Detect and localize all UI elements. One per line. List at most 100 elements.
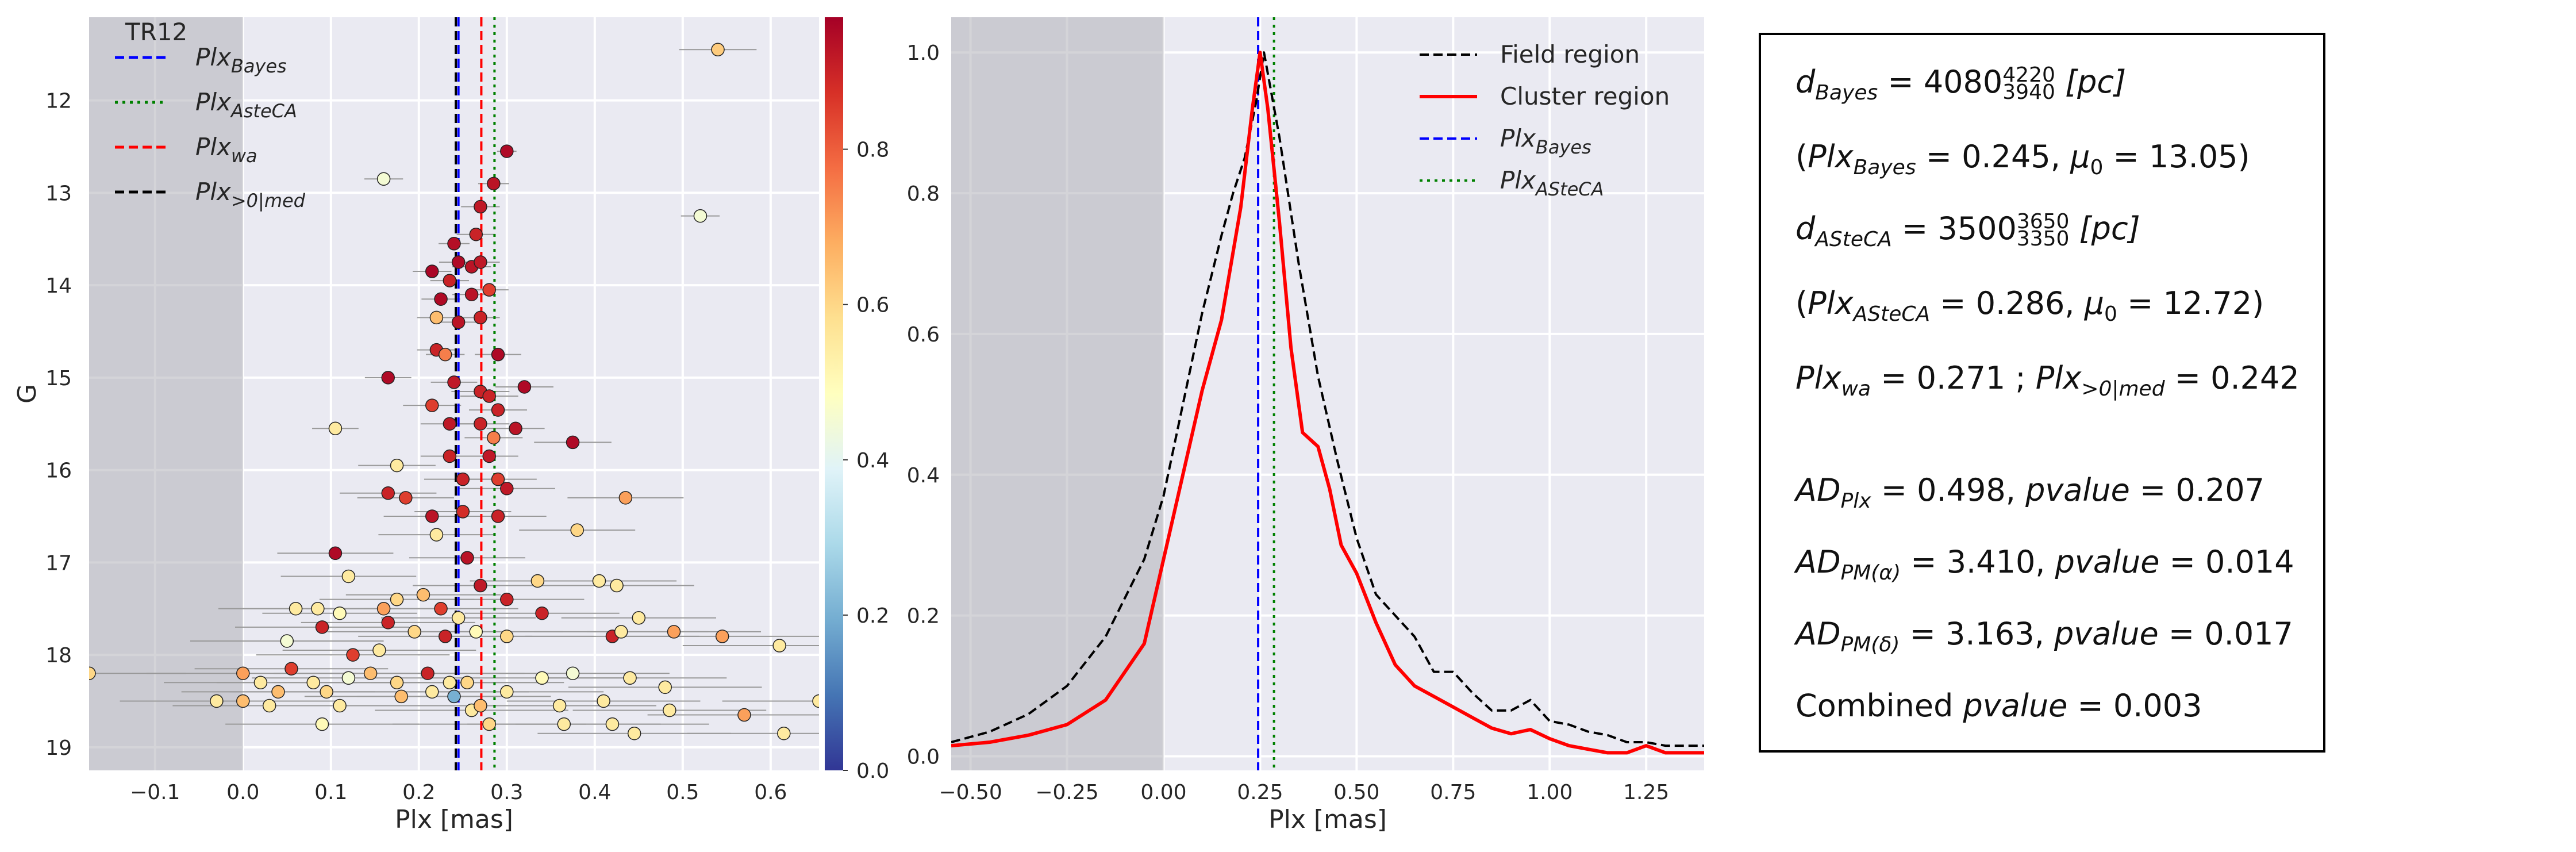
x-tick-label: −0.1 bbox=[130, 781, 180, 804]
data-point bbox=[443, 274, 457, 287]
x-tick-label: 0.6 bbox=[754, 781, 787, 804]
data-point bbox=[210, 694, 224, 708]
data-point bbox=[320, 685, 333, 699]
legend-label: Cluster region bbox=[1500, 82, 1670, 110]
data-point bbox=[474, 255, 487, 269]
legend-subscript: Bayes bbox=[1536, 136, 1591, 158]
data-point bbox=[456, 505, 470, 519]
data-point bbox=[482, 449, 496, 463]
density-xlabel: Plx [mas] bbox=[1268, 805, 1387, 834]
data-point bbox=[605, 717, 620, 731]
data-point bbox=[390, 592, 404, 607]
data-point bbox=[328, 546, 343, 561]
data-point bbox=[491, 347, 505, 362]
data-point bbox=[474, 417, 487, 431]
data-point bbox=[381, 486, 395, 500]
data-point bbox=[341, 671, 356, 685]
scatter-xlabel: Plx [mas] bbox=[395, 805, 513, 834]
data-point bbox=[715, 630, 729, 643]
data-point bbox=[346, 648, 360, 662]
legend-subscript: ASteCA bbox=[1535, 178, 1604, 200]
data-point bbox=[416, 588, 430, 602]
data-point bbox=[623, 671, 637, 685]
stat-ad-plx: ADPlx = 0.498, pvalue = 0.207 bbox=[1795, 472, 2265, 513]
data-point bbox=[667, 625, 681, 639]
y-tick-label: 0.4 bbox=[907, 464, 940, 488]
data-point bbox=[552, 699, 567, 713]
data-point bbox=[236, 694, 250, 708]
y-tick-label: 13 bbox=[45, 182, 72, 205]
data-point bbox=[632, 611, 646, 625]
data-point bbox=[566, 666, 580, 680]
x-tick-label: 0.50 bbox=[1333, 781, 1379, 804]
data-point bbox=[89, 666, 96, 680]
legend-subscript: wa bbox=[231, 145, 257, 167]
data-point bbox=[443, 449, 457, 463]
data-point bbox=[487, 176, 501, 191]
x-tick-label: 0.75 bbox=[1430, 781, 1476, 804]
data-point bbox=[566, 435, 580, 450]
data-point bbox=[421, 666, 435, 680]
scatter-ylabel: G bbox=[13, 384, 42, 404]
legend-subscript: AsteCA bbox=[230, 100, 297, 122]
data-point bbox=[812, 694, 819, 708]
data-point bbox=[482, 389, 496, 403]
data-point bbox=[535, 606, 549, 620]
data-point bbox=[447, 375, 461, 389]
data-point bbox=[315, 717, 329, 731]
y-tick-label: 14 bbox=[45, 274, 72, 298]
data-point bbox=[443, 676, 457, 690]
data-point bbox=[491, 472, 505, 486]
data-point bbox=[482, 717, 496, 731]
data-point bbox=[711, 43, 725, 57]
data-point bbox=[376, 172, 391, 186]
cluster-region-line bbox=[951, 51, 1704, 755]
x-tick-label: 0.4 bbox=[578, 781, 611, 804]
y-tick-label: 0.2 bbox=[907, 605, 940, 628]
data-point bbox=[447, 689, 461, 704]
cluster-name-label: TR12 bbox=[125, 18, 187, 46]
data-point bbox=[434, 292, 448, 306]
stat-d-bayes: dBayes = 4080 4220 3940 [pc] bbox=[1795, 63, 2127, 105]
y-tick-label: 18 bbox=[45, 644, 72, 667]
data-point bbox=[429, 310, 444, 325]
data-point bbox=[500, 685, 514, 699]
data-point bbox=[491, 509, 505, 523]
data-point bbox=[311, 601, 325, 616]
x-tick-label: 0.25 bbox=[1237, 781, 1283, 804]
data-point bbox=[425, 264, 439, 278]
density-panel: −0.50 −0.25 0.00 0.25 0.50 0.75 1.00 1.25 0.0 0.… bbox=[907, 17, 1704, 834]
x-tick-label: −0.25 bbox=[1035, 781, 1098, 804]
x-tick-label: 1.00 bbox=[1527, 781, 1572, 804]
data-point bbox=[451, 315, 466, 329]
shaded-negative-region bbox=[89, 17, 243, 770]
x-tick-label: 0.2 bbox=[402, 781, 435, 804]
scatter-panel: −0.1 0.0 0.1 0.2 0.3 0.4 0.5 0.6 12 13 14 15 16 17 18… bbox=[13, 17, 819, 834]
data-point bbox=[381, 616, 395, 630]
colorbar-gradient bbox=[825, 17, 843, 770]
data-point bbox=[394, 689, 408, 704]
probability-colorbar: 0.0 0.2 0.4 0.6 0.8 bbox=[825, 17, 889, 783]
legend-label: Field region bbox=[1500, 40, 1640, 68]
data-point bbox=[363, 666, 378, 680]
data-point bbox=[618, 491, 633, 505]
data-point bbox=[390, 458, 404, 473]
stat-d-asteca: dASteCA = 3500 3650 3350 [pc] bbox=[1795, 210, 2140, 251]
data-point bbox=[469, 227, 483, 241]
stat-plx-bayes: (PlxBayes = 0.245, μ0 = 13.05) bbox=[1795, 139, 2250, 179]
data-point bbox=[399, 491, 413, 505]
x-tick-label: 1.25 bbox=[1623, 781, 1669, 804]
data-point bbox=[376, 601, 391, 616]
data-point bbox=[592, 574, 606, 588]
data-point bbox=[658, 680, 672, 694]
data-point bbox=[456, 472, 470, 486]
y-tick-label: 0.6 bbox=[907, 323, 940, 347]
data-point bbox=[333, 699, 347, 713]
data-point bbox=[280, 634, 294, 648]
legend-subscript: >0|med bbox=[231, 190, 306, 212]
data-point bbox=[693, 209, 708, 223]
data-point bbox=[429, 528, 444, 542]
data-point bbox=[535, 671, 549, 685]
data-point bbox=[509, 421, 522, 436]
data-point bbox=[390, 676, 404, 690]
